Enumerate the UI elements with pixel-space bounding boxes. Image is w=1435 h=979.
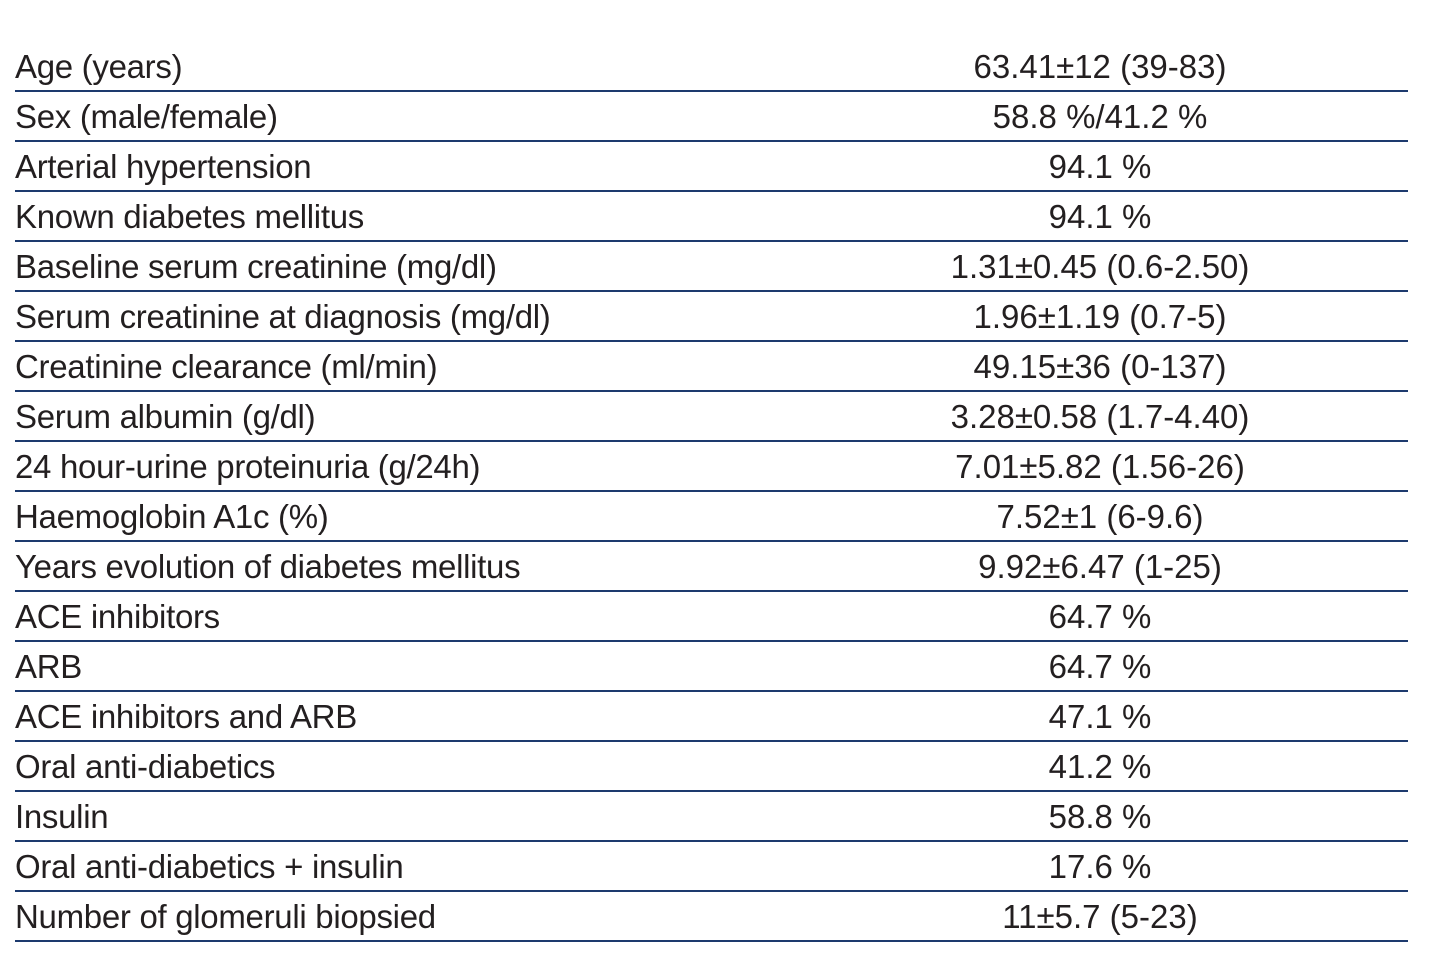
table-row: Age (years) 63.41±12 (39-83): [15, 42, 1408, 92]
row-value: 94.1 %: [1048, 198, 1152, 235]
table-row: Oral anti-diabetics 41.2 %: [15, 742, 1408, 792]
row-label: Oral anti-diabetics: [15, 748, 276, 785]
row-value: 94.1 %: [1048, 148, 1152, 185]
row-label: 24 hour-urine proteinuria (g/24h): [15, 448, 481, 485]
table-row: Oral anti-diabetics + insulin 17.6 %: [15, 842, 1408, 892]
row-label: Serum creatinine at diagnosis (mg/dl): [15, 298, 551, 335]
table-row: Serum albumin (g/dl) 3.28±0.58 (1.7-4.40): [15, 392, 1408, 442]
row-label: Age (years): [15, 48, 183, 85]
table: Age (years) 63.41±12 (39-83) Sex (male/fem…: [15, 42, 1408, 942]
row-label: Baseline serum creatinine (mg/dl): [15, 248, 497, 285]
table-row: ACE inhibitors and ARB 47.1 %: [15, 692, 1408, 742]
row-value: 64.7 %: [1048, 648, 1152, 685]
table-row: ACE inhibitors 64.7 %: [15, 592, 1408, 642]
table-row: Number of glomeruli biopsied 11±5.7 (5-23…: [15, 892, 1408, 942]
row-value: 7.52±1 (6-9.6): [996, 498, 1204, 535]
table-row: Baseline serum creatinine (mg/dl) 1.31±0.…: [15, 242, 1408, 292]
row-label: ACE inhibitors and ARB: [15, 698, 357, 735]
row-value: 58.8 %/41.2 %: [992, 98, 1208, 135]
row-value: 17.6 %: [1048, 848, 1152, 885]
row-label: Haemoglobin A1c (%): [15, 498, 329, 535]
row-value: 41.2 %: [1048, 748, 1152, 785]
row-value: 9.92±6.47 (1-25): [978, 548, 1222, 585]
row-label: Years evolution of diabetes mellitus: [15, 548, 521, 585]
table-row: Haemoglobin A1c (%) 7.52±1 (6-9.6): [15, 492, 1408, 542]
row-label: Number of glomeruli biopsied: [15, 898, 436, 935]
row-label: ACE inhibitors: [15, 598, 220, 635]
table-row: Arterial hypertension 94.1 %: [15, 142, 1408, 192]
row-value: 1.31±0.45 (0.6-2.50): [950, 248, 1250, 285]
row-label: Sex (male/female): [15, 98, 278, 135]
row-value: 3.28±0.58 (1.7-4.40): [950, 398, 1250, 435]
row-value: 7.01±5.82 (1.56-26): [955, 448, 1245, 485]
row-value: 47.1 %: [1048, 698, 1152, 735]
row-value: 1.96±1.19 (0.7-5): [973, 298, 1227, 335]
row-label: ARB: [15, 648, 82, 685]
row-value: 63.41±12 (39-83): [973, 48, 1227, 85]
row-label: Known diabetes mellitus: [15, 198, 364, 235]
row-label: Serum albumin (g/dl): [15, 398, 316, 435]
row-label: Creatinine clearance (ml/min): [15, 348, 438, 385]
table-row: Known diabetes mellitus 94.1 %: [15, 192, 1408, 242]
row-value: 64.7 %: [1048, 598, 1152, 635]
table-row: Insulin 58.8 %: [15, 792, 1408, 842]
row-label: Arterial hypertension: [15, 148, 312, 185]
table-row: Years evolution of diabetes mellitus 9.92…: [15, 542, 1408, 592]
table-row: Sex (male/female) 58.8 %/41.2 %: [15, 92, 1408, 142]
table-row: ARB 64.7 %: [15, 642, 1408, 692]
row-value: 58.8 %: [1048, 798, 1152, 835]
row-label: Oral anti-diabetics + insulin: [15, 848, 404, 885]
row-label: Insulin: [15, 798, 109, 835]
table-row: Serum creatinine at diagnosis (mg/dl) 1.9…: [15, 292, 1408, 342]
row-value: 11±5.7 (5-23): [1002, 898, 1198, 935]
table-row: Creatinine clearance (ml/min) 49.15±36 (0…: [15, 342, 1408, 392]
table-row: 24 hour-urine proteinuria (g/24h) 7.01±5.…: [15, 442, 1408, 492]
row-value: 49.15±36 (0-137): [973, 348, 1227, 385]
